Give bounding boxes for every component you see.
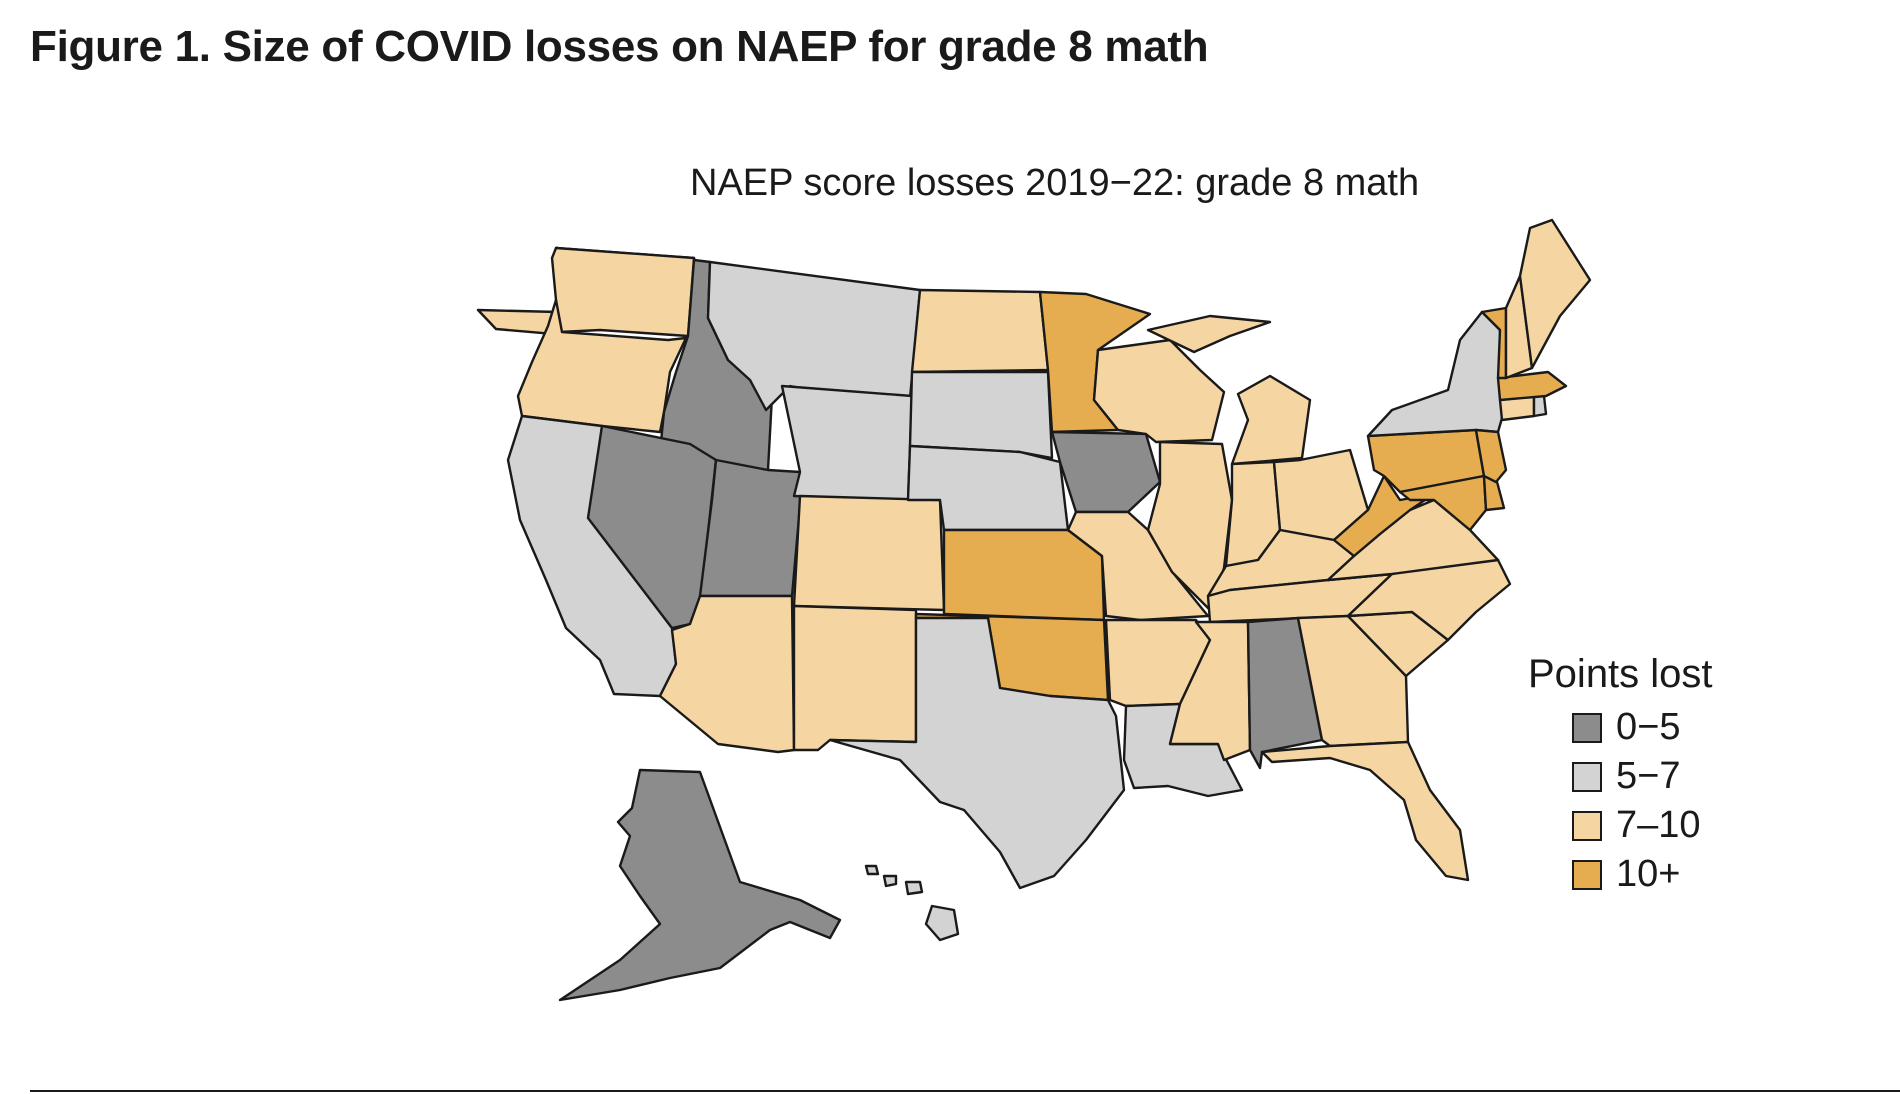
- state-shape: [882, 874, 898, 888]
- state-wisconsin: [1092, 338, 1226, 444]
- state-vermont: [1480, 306, 1508, 380]
- state-shape: [1092, 338, 1226, 444]
- state-shape: [828, 616, 1126, 890]
- state-shape: [698, 458, 802, 598]
- state-shape: [1230, 374, 1312, 466]
- state-shape: [924, 904, 960, 942]
- state-shape: [1518, 218, 1592, 370]
- legend-swatch: [1572, 859, 1602, 890]
- state-kansas: [942, 528, 1106, 622]
- state-maine: [1518, 218, 1592, 370]
- state-massachusetts: [1496, 370, 1568, 402]
- state-wyoming: [780, 384, 914, 502]
- state-shape: [904, 880, 924, 896]
- figure-title: Figure 1. Size of COVID losses on NAEP f…: [30, 22, 1209, 71]
- state-new-york: [1366, 310, 1504, 438]
- state-shape: [910, 288, 1050, 374]
- state-shape: [792, 604, 918, 752]
- state-texas: [828, 616, 1126, 890]
- legend: Points lost 0−5 5−7 7–10 10+: [1528, 652, 1713, 899]
- state-hawaii: [864, 864, 960, 942]
- state-iowa: [1050, 430, 1162, 514]
- state-alaska: [558, 768, 842, 1002]
- state-shape: [1474, 428, 1508, 484]
- state-shape: [1146, 314, 1272, 354]
- state-michigan: [1146, 314, 1312, 466]
- legend-item-10-plus: 10+: [1572, 850, 1713, 899]
- state-shape: [558, 768, 842, 1002]
- state-shape: [792, 494, 946, 612]
- state-shape: [1326, 558, 1512, 642]
- state-shape: [780, 384, 914, 502]
- legend-item-0-5: 0−5: [1572, 703, 1713, 752]
- state-north-carolina: [1326, 558, 1512, 642]
- state-shape: [1496, 370, 1568, 402]
- state-rhode-island: [1532, 394, 1548, 418]
- state-shape: [1050, 430, 1162, 514]
- state-shape: [1366, 310, 1504, 438]
- state-new-mexico: [792, 604, 918, 752]
- state-shape: [1066, 510, 1210, 622]
- state-shape: [550, 246, 696, 338]
- state-shape: [942, 528, 1106, 622]
- legend-label: 5−7: [1616, 755, 1681, 797]
- legend-item-5-7: 5−7: [1572, 752, 1713, 801]
- state-utah: [698, 458, 802, 598]
- legend-label: 7–10: [1616, 804, 1701, 846]
- state-new-jersey: [1474, 428, 1508, 484]
- state-north-dakota: [910, 288, 1050, 374]
- legend-item-7-10: 7–10: [1572, 801, 1713, 850]
- state-shape: [1480, 306, 1508, 380]
- legend-swatch: [1572, 810, 1602, 841]
- state-shape: [908, 370, 1054, 460]
- state-colorado: [792, 494, 946, 612]
- legend-label: 0−5: [1616, 706, 1681, 748]
- legend-swatch: [1572, 712, 1602, 743]
- legend-title: Points lost: [1528, 652, 1713, 696]
- legend-label: 10+: [1616, 853, 1681, 895]
- state-shape: [516, 298, 688, 434]
- state-south-dakota: [908, 370, 1054, 460]
- state-shape: [1260, 740, 1470, 882]
- state-florida: [1260, 740, 1470, 882]
- state-missouri: [1066, 510, 1210, 622]
- state-shape: [1532, 394, 1548, 418]
- state-shape: [864, 864, 880, 876]
- legend-swatch: [1572, 761, 1602, 792]
- state-oregon: [516, 298, 688, 434]
- bottom-rule: [30, 1090, 1900, 1092]
- map-title: NAEP score losses 2019−22: grade 8 math: [690, 162, 1420, 204]
- state-washington: [476, 246, 697, 338]
